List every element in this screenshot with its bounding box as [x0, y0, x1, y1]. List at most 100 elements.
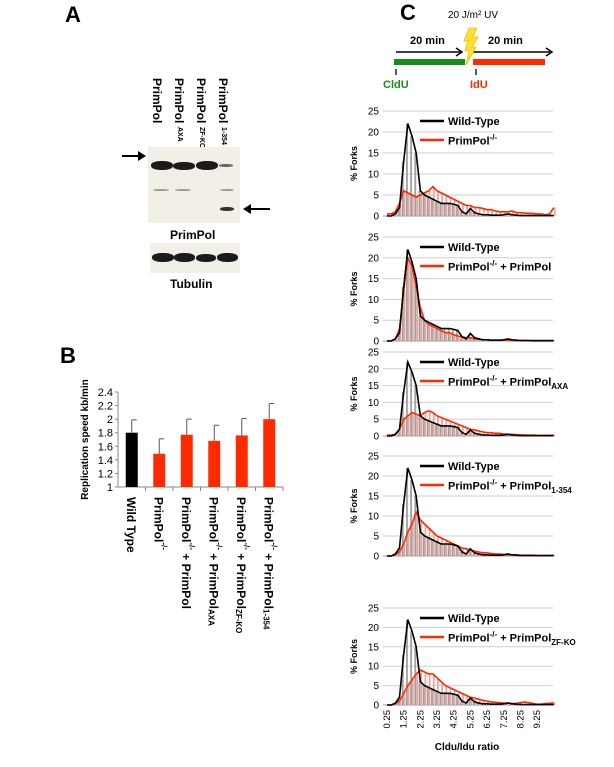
label-base: Wild Type: [123, 497, 138, 553]
wild-type-line: [387, 467, 554, 557]
mutant-bar: [441, 330, 444, 341]
legend-label-mutant: PrimPol-/-: [448, 133, 497, 148]
y-tick-label: 2: [107, 414, 113, 426]
wild-type-bar: [460, 211, 463, 216]
label-base: PrimPol: [448, 135, 490, 148]
label-suffix: + PrimPol: [497, 632, 552, 645]
wild-type-bar: [410, 136, 413, 216]
label-base: PrimPol: [448, 632, 490, 645]
wild-type-bar: [414, 496, 417, 556]
category-label: PrimPol-/- + PrimPolZF-KO: [234, 497, 251, 633]
wild-type-bar: [464, 554, 467, 556]
mutant-bar: [412, 195, 414, 216]
wild-type-bar: [435, 326, 438, 341]
mutant-bar: [457, 336, 460, 341]
y-tick-label: 10: [368, 295, 380, 306]
mutant-bar: [462, 336, 464, 341]
lane-sub: ZF-KO: [198, 127, 205, 149]
label-suffix: + PrimPol: [234, 549, 249, 609]
mutant-bar: [470, 697, 473, 705]
wild-type-bar: [443, 544, 446, 556]
label-base: PrimPol: [448, 261, 490, 274]
x-axis-label: Cldu/Idu ratio: [435, 742, 499, 753]
mutant-bar: [457, 424, 460, 436]
mutant-bar: [416, 286, 418, 341]
label-sup: -/-: [214, 542, 224, 550]
wild-type-bar: [414, 278, 417, 341]
mutant-bar: [491, 432, 494, 436]
label-base: PrimPol: [234, 497, 249, 543]
mutant-bar: [499, 211, 502, 216]
wild-type-bar: [439, 693, 442, 705]
mutant-bar: [407, 532, 410, 556]
mutant-bar: [437, 328, 439, 341]
y-tick-label: 20: [368, 128, 380, 139]
label-sup: -/-: [489, 259, 498, 268]
mutant-bar: [491, 209, 494, 216]
x-tick-label: 4.25: [449, 710, 460, 729]
y-tick-label: 0: [373, 212, 379, 223]
mutant-bar: [428, 673, 431, 705]
label-sup: -/-: [489, 374, 498, 383]
wild-type-bar: [410, 372, 413, 436]
y-tick-label: 1.2: [98, 468, 113, 480]
wild-type-bar: [443, 425, 446, 436]
mutant-bar: [395, 338, 398, 341]
y-tick-label: 10: [368, 512, 380, 523]
wild-type-bar: [410, 631, 413, 705]
label-sup: -/-: [489, 133, 498, 142]
label-suffix: + PrimPol: [497, 480, 552, 493]
y-tick-label: 25: [368, 452, 380, 463]
wild-type-bar: [447, 544, 450, 556]
arrow-left-icon: [248, 208, 270, 210]
mutant-bar: [424, 524, 427, 556]
category-label: PrimPol-/- + PrimPol1-354: [261, 497, 278, 629]
wild-type-bar: [431, 689, 433, 705]
mutant-bar: [424, 192, 427, 216]
y-tick-label: 1.8: [98, 428, 113, 440]
legend-label-wild-type: Wild-Type: [448, 357, 500, 369]
mutant-bar: [428, 528, 431, 556]
mutant-bar: [453, 334, 456, 341]
wild-type-bar: [397, 332, 400, 341]
wild-type-bar: [472, 552, 475, 556]
wild-type-bar: [460, 701, 463, 705]
label-sup: -/-: [269, 542, 279, 550]
y-tick-label: 5: [373, 316, 379, 327]
wild-type-bar: [431, 422, 433, 436]
panel-letter-a: A: [65, 2, 81, 27]
wild-type-bar: [418, 316, 421, 341]
mutant-bar: [474, 338, 477, 341]
mutant-bar: [399, 203, 402, 216]
mutant-bar: [478, 338, 481, 341]
wild-type-bar: [476, 213, 479, 216]
cldu-label: CldU: [383, 79, 409, 91]
wild-type-bar: [443, 203, 446, 216]
legend-label-mutant: PrimPol-/- + PrimPol1-354: [448, 478, 572, 495]
mutant-bar: [445, 195, 448, 216]
mutant-bar: [432, 412, 435, 436]
mutant-bar: [437, 536, 439, 556]
mutant-bar: [553, 435, 556, 436]
wild-type-bar: [447, 328, 450, 341]
wild-type-bar: [468, 698, 471, 705]
mutant-bar: [462, 203, 464, 216]
y-axis-label: Replication speed kb/min: [80, 379, 91, 500]
wild-type-bar: [435, 542, 438, 556]
wild-type-line: [387, 619, 554, 706]
wild-type-bar: [439, 203, 442, 216]
wild-type-bar: [472, 701, 475, 705]
y-tick-label: 0: [373, 701, 379, 712]
wild-type-bar: [422, 685, 425, 705]
y-axis-label: % Forks: [349, 488, 359, 523]
mutant-bar: [445, 685, 448, 705]
mutant-bar: [445, 540, 448, 556]
category-label: Wild Type: [124, 497, 138, 553]
mutant-bar: [524, 213, 527, 216]
label-sup: -/-: [489, 630, 498, 639]
y-tick-label: 15: [368, 381, 380, 392]
y-tick-label: 25: [368, 348, 380, 359]
mutant-bar: [482, 208, 485, 216]
label-suffix: + PrimPol: [178, 549, 193, 609]
wild-type-bar: [418, 415, 421, 436]
